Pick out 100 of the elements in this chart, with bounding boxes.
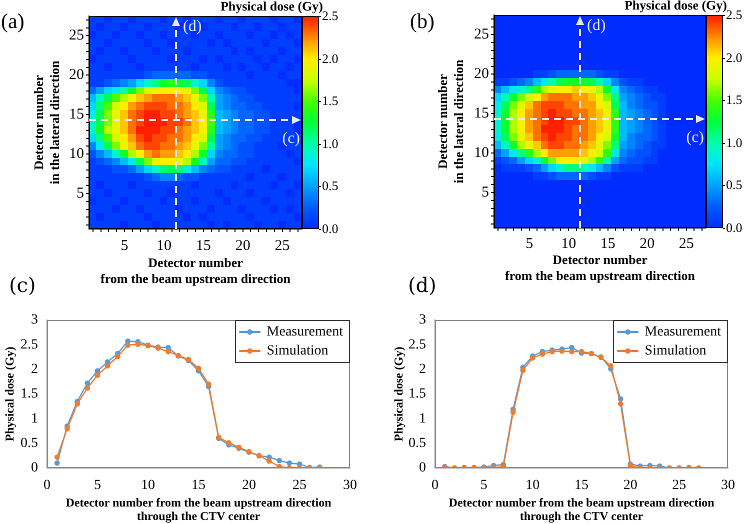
y-tick-label: 0.5 <box>20 436 38 452</box>
annotation: (d) <box>587 17 606 35</box>
y-tick-label: 1.5 <box>20 386 38 402</box>
y-tick-label: 3 <box>419 312 426 328</box>
color-bar-label: 0.5 <box>322 178 338 193</box>
y-tick-label: 2 <box>419 362 426 378</box>
point <box>135 341 141 347</box>
point <box>125 342 130 348</box>
y-tick-label: 10 <box>69 146 84 162</box>
y-tick-label: 15 <box>474 106 489 122</box>
color-bar-label: 2.5 <box>726 6 742 22</box>
y-axis-title: Detector number in the lateral direction <box>31 60 62 184</box>
point <box>618 401 624 407</box>
point <box>266 458 272 464</box>
point <box>115 354 120 360</box>
color-bar-label: 1.0 <box>726 134 742 150</box>
point <box>166 348 171 354</box>
y-tick-label: 1 <box>31 411 38 426</box>
x-axis-title: Detector number from the beam upstream direction through the CTV center <box>66 495 332 524</box>
legend-label: Simulation <box>644 344 706 359</box>
point <box>520 368 526 374</box>
x-tick-label: 0 <box>44 478 50 494</box>
x-tick-label: 15 <box>600 236 616 252</box>
y-tick-label: 20 <box>69 67 84 84</box>
chart-title: (b) <box>410 9 434 34</box>
point <box>540 351 546 357</box>
y-axis-title: Physical dose (Gy) <box>391 346 406 442</box>
y-tick-label: 0 <box>419 460 426 476</box>
x-tick-label: 15 <box>192 478 206 494</box>
x-axis-title: Detector number from the beam upstream direction <box>100 254 292 286</box>
point <box>608 363 614 369</box>
x-tick-label: 20 <box>242 478 256 494</box>
y-tick-label: 1 <box>419 411 426 426</box>
y-tick-label: 0.5 <box>408 436 426 452</box>
y-tick-label: 15 <box>69 106 84 123</box>
y-tick-label: 10 <box>474 144 489 161</box>
x-tick-label: 15 <box>196 238 211 254</box>
x-tick-label: 10 <box>526 478 540 494</box>
point <box>54 460 60 466</box>
point <box>206 381 212 387</box>
y-axis-title: Physical dose (Gy) <box>2 346 16 442</box>
point <box>104 363 110 369</box>
y-tick-label: 1.5 <box>408 386 426 402</box>
x-tick-label: 5 <box>120 238 128 254</box>
y-tick-label: 2 <box>31 362 38 378</box>
color-bar-label: 2.0 <box>322 50 338 66</box>
point <box>54 454 60 460</box>
x-tick-label: 10 <box>156 238 172 254</box>
point <box>286 460 292 466</box>
x-axis-title: Detector number from the beam upstream direction <box>505 252 696 284</box>
annotation: (d) <box>183 18 202 36</box>
x-tick-label: 5 <box>94 478 101 494</box>
x-tick-label: 20 <box>640 236 655 252</box>
chart-title: (c) <box>9 273 36 297</box>
color-bar-label: 1.5 <box>726 92 742 107</box>
chart-title: (d) <box>408 273 436 297</box>
x-tick-label: 25 <box>672 478 686 494</box>
color-bar-label: 1.5 <box>322 92 338 108</box>
x-tick-label: 25 <box>678 236 694 252</box>
y-tick-label: 25 <box>474 26 489 43</box>
y-tick-label: 3 <box>31 312 38 328</box>
y-tick-label: 2.5 <box>20 337 38 352</box>
x-tick-label: 20 <box>235 238 250 254</box>
color-bar-title: Physical dose (Gy) <box>624 0 727 12</box>
color-bar-label: 0.5 <box>726 176 742 192</box>
legend-label: Measurement <box>266 324 344 340</box>
x-axis-title: Detector number from the beam upstream direction through the CTV center <box>448 495 715 524</box>
y-tick-label: 5 <box>76 185 84 202</box>
y-tick-label: 5 <box>482 184 489 200</box>
point <box>84 380 90 386</box>
x-tick-label: 25 <box>292 478 306 494</box>
annotation: (c) <box>282 130 300 148</box>
x-tick-label: 25 <box>274 238 290 254</box>
point <box>510 410 516 415</box>
x-tick-label: 30 <box>343 478 357 494</box>
annotation: (c) <box>686 129 704 147</box>
x-tick-label: 5 <box>526 236 534 252</box>
chart-title: (a) <box>1 9 24 34</box>
point <box>276 458 282 464</box>
point <box>84 385 90 391</box>
x-tick-label: 20 <box>623 478 638 494</box>
y-tick-label: 2.5 <box>408 337 426 352</box>
x-tick-label: 0 <box>432 478 438 494</box>
color-bar-label: 0.0 <box>726 220 742 235</box>
point <box>569 348 574 354</box>
point <box>94 372 100 378</box>
color-bar-label: 2.5 <box>322 8 338 23</box>
y-axis-title: Detector number in the lateral direction <box>435 58 466 184</box>
y-tick-label: 25 <box>69 28 84 44</box>
x-tick-label: 10 <box>561 236 576 252</box>
point <box>196 366 202 372</box>
legend-label: Measurement <box>644 324 722 340</box>
color-bar-label: 1.0 <box>322 136 338 151</box>
point <box>64 426 70 432</box>
y-tick-label: 0 <box>31 460 38 476</box>
x-tick-label: 30 <box>721 478 735 494</box>
y-tick-label: 20 <box>474 66 489 82</box>
legend-label: Simulation <box>266 344 328 359</box>
x-tick-label: 10 <box>141 478 155 494</box>
point <box>74 401 80 407</box>
